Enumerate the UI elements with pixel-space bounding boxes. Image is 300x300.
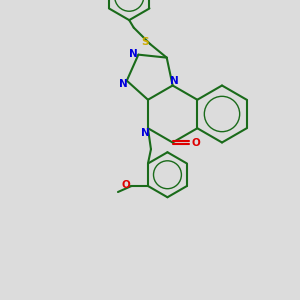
Text: N: N [170, 76, 179, 86]
Text: N: N [141, 128, 150, 138]
Text: O: O [121, 180, 130, 190]
Text: N: N [129, 49, 137, 59]
Text: S: S [141, 37, 148, 47]
Text: O: O [191, 137, 200, 148]
Text: N: N [119, 79, 128, 89]
